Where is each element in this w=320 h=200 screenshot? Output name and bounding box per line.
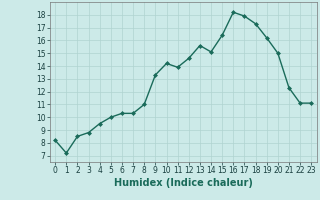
X-axis label: Humidex (Indice chaleur): Humidex (Indice chaleur) bbox=[114, 178, 252, 188]
